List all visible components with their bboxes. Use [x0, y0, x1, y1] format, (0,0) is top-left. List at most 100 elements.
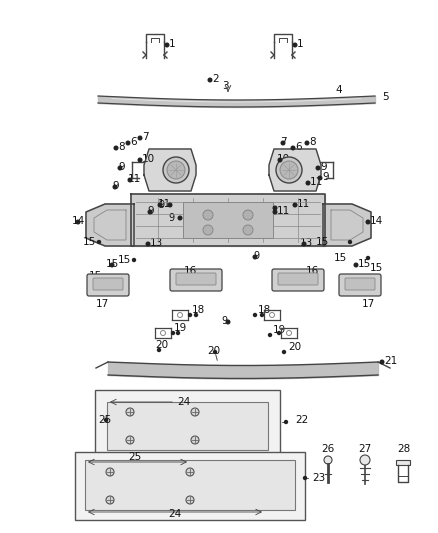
Circle shape — [367, 256, 370, 260]
Polygon shape — [131, 194, 325, 246]
Circle shape — [146, 242, 150, 246]
Text: 26: 26 — [321, 444, 334, 454]
Circle shape — [316, 166, 320, 170]
Circle shape — [76, 220, 80, 224]
Text: 9: 9 — [112, 181, 119, 191]
Circle shape — [208, 78, 212, 82]
FancyBboxPatch shape — [170, 269, 222, 291]
Text: 15: 15 — [370, 263, 383, 273]
Text: 4: 4 — [335, 85, 342, 95]
Circle shape — [324, 456, 332, 464]
Text: 8: 8 — [118, 142, 125, 152]
Text: 9: 9 — [263, 203, 269, 213]
Text: 1: 1 — [297, 39, 304, 49]
Circle shape — [360, 455, 370, 465]
Text: 17: 17 — [362, 299, 375, 309]
Polygon shape — [144, 149, 196, 191]
Text: 8: 8 — [309, 137, 316, 147]
Text: 15: 15 — [334, 253, 347, 263]
Circle shape — [186, 496, 194, 504]
Circle shape — [253, 255, 257, 259]
Circle shape — [281, 141, 285, 145]
Circle shape — [380, 360, 384, 364]
Text: 21: 21 — [384, 356, 397, 366]
Circle shape — [278, 332, 280, 335]
Text: 15: 15 — [89, 271, 102, 281]
Text: 1: 1 — [169, 39, 176, 49]
Circle shape — [276, 157, 302, 183]
Circle shape — [354, 263, 358, 267]
Circle shape — [286, 330, 292, 335]
Circle shape — [172, 332, 174, 335]
Circle shape — [366, 220, 370, 224]
Circle shape — [118, 166, 122, 170]
Text: 22: 22 — [295, 415, 308, 425]
Text: 11: 11 — [277, 206, 290, 216]
Text: 16: 16 — [184, 266, 197, 276]
Circle shape — [114, 146, 118, 150]
Circle shape — [178, 216, 182, 220]
Text: 27: 27 — [358, 444, 371, 454]
Circle shape — [243, 210, 253, 220]
Polygon shape — [269, 149, 321, 191]
Polygon shape — [323, 204, 371, 246]
Text: 13: 13 — [300, 238, 313, 248]
Text: 19: 19 — [174, 323, 187, 333]
Circle shape — [226, 320, 230, 324]
Circle shape — [291, 146, 295, 150]
Circle shape — [106, 496, 114, 504]
Text: 13: 13 — [150, 238, 163, 248]
Circle shape — [293, 43, 297, 47]
Circle shape — [106, 468, 114, 476]
Text: 24: 24 — [177, 397, 190, 407]
Text: 9: 9 — [322, 172, 328, 182]
Bar — [107, 402, 268, 450]
Text: 9: 9 — [158, 200, 164, 210]
Text: 15: 15 — [358, 259, 371, 269]
Text: 10: 10 — [277, 154, 290, 164]
Bar — [396, 460, 410, 465]
Bar — [95, 390, 280, 462]
Text: 14: 14 — [72, 216, 85, 226]
Text: 3: 3 — [222, 81, 229, 91]
Circle shape — [254, 313, 257, 317]
Circle shape — [261, 313, 264, 317]
Text: 12: 12 — [242, 208, 255, 218]
Text: 11: 11 — [128, 174, 141, 184]
FancyBboxPatch shape — [339, 274, 381, 296]
Text: 20: 20 — [155, 340, 168, 350]
Circle shape — [306, 181, 310, 185]
Circle shape — [148, 210, 152, 214]
Text: 14: 14 — [370, 216, 383, 226]
Circle shape — [158, 203, 162, 207]
Text: 15: 15 — [316, 237, 329, 247]
Circle shape — [191, 408, 199, 416]
Text: 15: 15 — [118, 255, 131, 265]
FancyBboxPatch shape — [176, 273, 216, 285]
Circle shape — [167, 161, 185, 179]
FancyBboxPatch shape — [278, 273, 318, 285]
Circle shape — [273, 210, 277, 214]
Bar — [75, 452, 305, 520]
Circle shape — [168, 203, 172, 207]
Circle shape — [110, 263, 114, 267]
Circle shape — [160, 330, 166, 335]
Text: 20: 20 — [207, 346, 220, 356]
Circle shape — [293, 203, 297, 207]
Text: 25: 25 — [98, 415, 111, 425]
Circle shape — [98, 240, 100, 244]
Text: 10: 10 — [142, 154, 155, 164]
Bar — [85, 460, 295, 510]
Circle shape — [191, 436, 199, 444]
Circle shape — [138, 158, 142, 162]
Text: 9: 9 — [118, 162, 125, 172]
Text: 11: 11 — [158, 199, 171, 209]
Polygon shape — [86, 204, 134, 246]
Circle shape — [126, 436, 134, 444]
Text: 2: 2 — [212, 74, 219, 84]
Text: 9: 9 — [168, 213, 174, 223]
Circle shape — [269, 312, 275, 318]
Circle shape — [133, 259, 135, 262]
Circle shape — [194, 313, 198, 317]
Circle shape — [280, 161, 298, 179]
